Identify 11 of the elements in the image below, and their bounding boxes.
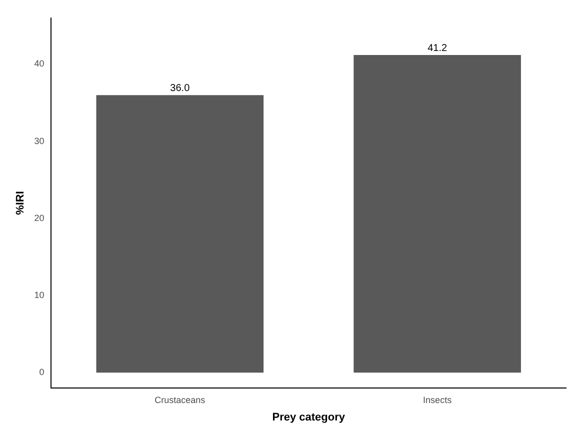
y-tick-label: 10 [34,290,44,300]
y-axis-title: %IRI [14,191,27,215]
y-tick-label: 0 [39,367,44,378]
data-label: 41.2 [428,42,448,54]
y-tick-label: 20 [34,212,44,223]
x-tick-label: Insects [423,394,452,405]
y-tick-label: 40 [34,58,44,69]
data-label: 36.0 [170,82,190,94]
x-tick-label: Crustaceans [154,394,206,405]
y-tick-label: 30 [34,136,44,146]
x-axis-title: Prey category [272,411,346,424]
